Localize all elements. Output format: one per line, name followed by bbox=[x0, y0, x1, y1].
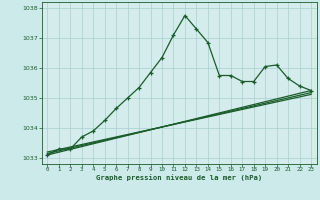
X-axis label: Graphe pression niveau de la mer (hPa): Graphe pression niveau de la mer (hPa) bbox=[96, 174, 262, 181]
